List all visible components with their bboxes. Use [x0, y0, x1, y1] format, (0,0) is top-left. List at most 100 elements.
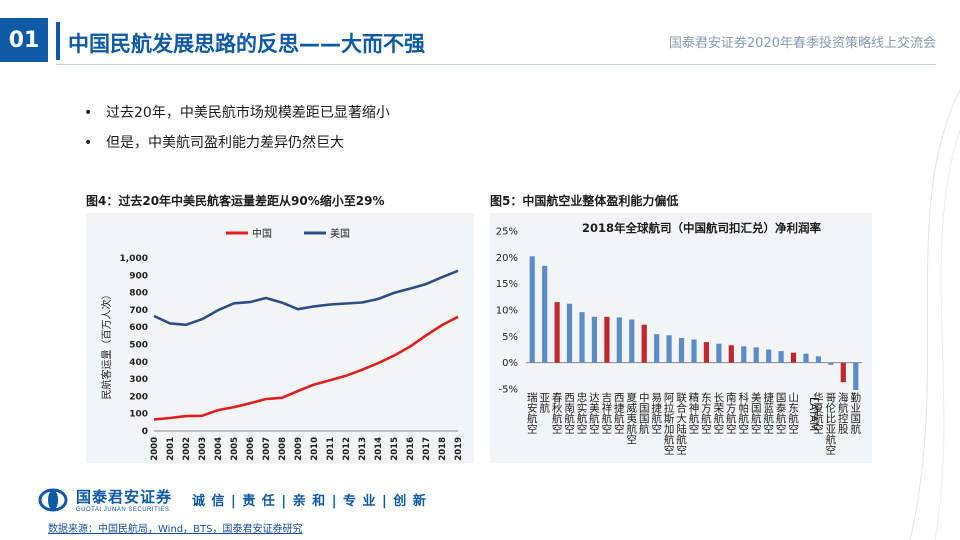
slide-number: 01: [0, 18, 48, 62]
bullet-dot-icon: •: [84, 135, 93, 151]
y-tick-label: 300: [129, 375, 148, 385]
x-tick-label: 2002: [182, 437, 192, 461]
y-axis-label: 民航客运量（百万人次）: [100, 290, 113, 400]
y-tick-label: 25%: [496, 227, 518, 238]
bar: [554, 302, 560, 363]
x-tick-label: 达美航空: [589, 392, 600, 436]
x-tick-label: 勤业国航: [851, 391, 862, 436]
x-tick-label: 吉祥航空: [602, 392, 613, 436]
x-tick-label: 瑞安航空: [527, 392, 538, 436]
y-tick-label: 200: [129, 392, 148, 402]
bar: [691, 339, 697, 363]
y-tick-label: 1,000: [120, 254, 148, 264]
y-tick-label: 5%: [502, 332, 518, 343]
figure5-caption: 图5：中国航空业整体盈利能力偏低: [490, 194, 679, 208]
x-tick-label: 2006: [246, 437, 256, 461]
bar: [716, 343, 722, 363]
bar: [629, 319, 635, 363]
page-title: 中国民航发展思路的反思——大而不强: [68, 32, 425, 56]
x-tick-label: LATAM: [807, 397, 819, 431]
bullet-item: • 但是，中美航司盈利能力差异仍然巨大: [84, 128, 390, 158]
x-tick-label: 哥伦比亚航空: [826, 392, 837, 457]
x-tick-label: 捷蓝航空: [763, 391, 774, 436]
x-tick-label: 2011: [326, 437, 336, 461]
bar: [815, 356, 821, 363]
x-tick-label: 山东航空: [788, 392, 799, 436]
figure4-caption: 图4：过去20年中美民航客运量差距从90%缩小至29%: [86, 194, 385, 208]
x-tick-label: 西南航空: [564, 392, 575, 436]
bar-chart: 2018年全球航司（中国航司扣汇兑）净利润率 -5% 0% 5% 10% 15% 20% 25…: [496, 221, 862, 457]
bar: [654, 334, 660, 363]
x-tick-label: 科帕航空: [739, 391, 750, 436]
y-tick-label: 0: [142, 427, 148, 437]
x-tick-label: 2000: [150, 437, 160, 461]
figure5-chart-panel: 2018年全球航司（中国航司扣汇兑）净利润率 -5% 0% 5% 10% 15% 20% 25…: [490, 213, 872, 463]
bar: [579, 312, 585, 363]
x-tick-label: 忠实航空: [577, 392, 588, 436]
x-tick-label: 中国国航: [639, 391, 650, 436]
x-tick-label: 2012: [342, 437, 352, 461]
x-tick-label: 南方航空: [726, 391, 737, 436]
x-tick-label: 2009: [294, 437, 304, 461]
x-tick-label: 2005: [230, 437, 240, 461]
x-tick-label: 精神航空: [689, 391, 700, 436]
bar: [741, 346, 747, 363]
chart-title: 2018年全球航司（中国航司扣汇兑）净利润率: [582, 221, 822, 235]
y-tick-label: 20%: [496, 253, 518, 264]
bullet-dot-icon: •: [84, 105, 93, 121]
bar: [591, 316, 597, 363]
x-tick-label: 夏威夷航空: [627, 392, 638, 446]
line-chart: 中国 美国 0 100 200 300 400 500 600 700 800 900 1,000 民航客…: [100, 227, 464, 461]
x-tick-label: 长荣航空: [714, 392, 725, 436]
x-tick-label: 2007: [262, 437, 272, 461]
x-tick-label: 2017: [422, 437, 432, 461]
x-tick-label: 2008: [278, 437, 288, 461]
x-tick-label: 西捷航空: [614, 392, 625, 436]
conference-title: 国泰君安证券2020年春季投资策略线上交流会: [668, 36, 936, 51]
x-tick-label: 易捷航空: [651, 392, 662, 436]
x-tick-label: 2015: [390, 437, 400, 461]
x-tick-label: 东方航空: [701, 391, 712, 436]
y-tick-label: 700: [129, 306, 148, 316]
y-tick-label: 900: [129, 271, 148, 281]
bar: [542, 265, 548, 363]
bar: [604, 316, 610, 363]
data-source: 数据来源：中国民航局，Wind，BTS，国泰君安证券研究: [48, 524, 303, 535]
x-tick-label: 阿拉斯加航空: [664, 392, 675, 457]
title-accent-bar: [56, 22, 60, 60]
bullet-list: • 过去20年，中美民航市场规模差距已显著缩小 • 但是，中美航司盈利能力差异仍然巨…: [84, 98, 390, 158]
x-tick-label: 2019: [454, 437, 464, 461]
y-tick-label: 0%: [502, 358, 518, 369]
x-tick-label: 春秋航空: [552, 392, 563, 436]
bar: [790, 352, 797, 363]
x-tick-label: 2003: [198, 437, 208, 461]
bar: [678, 337, 685, 363]
y-tick-label: 800: [129, 289, 148, 299]
legend-label: 美国: [330, 227, 350, 240]
y-tick-label: 10%: [496, 306, 518, 317]
x-tick-label: 2016: [406, 437, 416, 461]
y-tick-label: 100: [129, 410, 148, 420]
bar: [728, 345, 734, 363]
bar: [803, 353, 809, 363]
bar: [778, 351, 784, 363]
x-tick-label: 2010: [310, 437, 320, 461]
x-tick-label: 2013: [358, 437, 368, 461]
logo-subtext: GUOTAI JUNAN SECURITIES: [76, 507, 170, 513]
bar: [529, 256, 535, 363]
x-tick-label: 2004: [214, 437, 224, 461]
bar: [616, 317, 622, 363]
y-tick-label: 400: [129, 358, 148, 368]
x-tick-label: 2001: [166, 437, 176, 461]
x-tick-label: 美国航空: [751, 391, 762, 436]
logo-mark-icon: [38, 488, 68, 511]
bar: [853, 362, 859, 391]
series-line-美国: [153, 269, 459, 327]
y-tick-label: 15%: [496, 279, 518, 290]
x-tick-label: 2018: [438, 437, 448, 461]
company-logo: 国泰君安证券 GUOTAI JUNAN SECURITIES: [38, 486, 172, 513]
x-tick-label: 亚航: [539, 392, 550, 415]
bullet-item: • 过去20年，中美民航市场规模差距已显著缩小: [84, 98, 390, 128]
x-tick-label: 联合大陆航空: [676, 392, 687, 457]
y-tick-label: -5%: [499, 385, 518, 396]
